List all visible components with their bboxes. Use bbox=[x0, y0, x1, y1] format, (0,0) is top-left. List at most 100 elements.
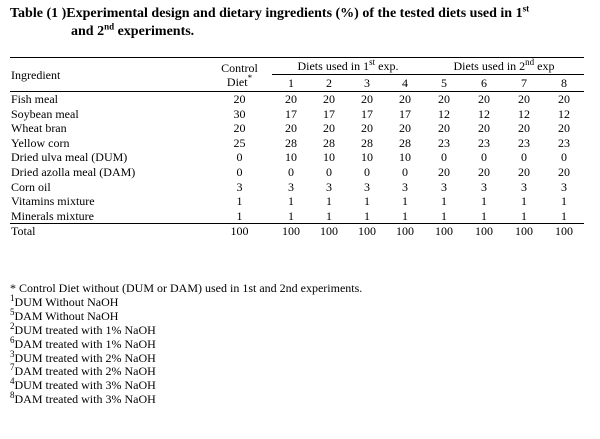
ingredient-value: 3 bbox=[326, 179, 332, 194]
ingredient-value: 100 bbox=[272, 223, 310, 239]
table-row: Fish meal 20 20 20 20 20 20 20 20 20 bbox=[10, 90, 584, 107]
ingredient-value: 0 bbox=[236, 164, 243, 179]
diet-number-header: 2 bbox=[326, 76, 332, 90]
ingredient-value: 20 bbox=[361, 121, 373, 136]
ingredient-value: 100 bbox=[386, 223, 424, 239]
table-row: Dried ulva meal (DUM) 0 10 10 10 10 0 0 0 0 bbox=[10, 150, 584, 165]
group-2-header-sup: nd bbox=[525, 57, 535, 67]
footnote-marker: 6 bbox=[10, 334, 15, 345]
ingredient-value: 20 bbox=[544, 90, 584, 107]
ingredient-value: 3 bbox=[288, 179, 294, 194]
ingredient-value: 3 bbox=[364, 179, 370, 194]
ingredient-value: 1 bbox=[481, 194, 487, 209]
ingredient-value: 20 bbox=[518, 164, 530, 179]
ingredient-value: 1 bbox=[402, 208, 408, 223]
ingredient-value: 1 bbox=[561, 208, 567, 223]
ingredient-value: 1 bbox=[441, 208, 447, 223]
diet-number-header: 6 bbox=[481, 76, 487, 90]
ingredient-value: 20 bbox=[504, 90, 544, 107]
table-row: Wheat bran 20 20 20 20 20 20 20 20 20 bbox=[10, 121, 584, 136]
ingredient-value: 3 bbox=[481, 179, 487, 194]
ingredient-value: 20 bbox=[285, 121, 297, 136]
footnote: * Control Diet without (DUM or DAM) used… bbox=[10, 281, 363, 296]
ingredient-value: 3 bbox=[521, 179, 527, 194]
ingredient-name: Dried azolla meal (DAM) bbox=[11, 164, 136, 179]
group-2-header-text: Diets used in 2 bbox=[453, 59, 526, 73]
footnote-marker: 3 bbox=[10, 348, 15, 359]
diet-number-header: 1 bbox=[288, 76, 294, 90]
ingredient-value: 20 bbox=[518, 121, 530, 136]
ingredient-value: 1 bbox=[236, 194, 243, 209]
ingredient-value: 1 bbox=[364, 194, 370, 209]
diet-number-header: 7 bbox=[521, 76, 527, 90]
ingredient-value: 10 bbox=[361, 150, 373, 165]
table-row: Corn oil 3 3 3 3 3 3 3 3 3 bbox=[10, 180, 584, 195]
footnote: 1DUM Without NaOH bbox=[10, 293, 362, 310]
ingredient-value: 20 bbox=[438, 164, 450, 179]
title-line-1-text: Table (1 )Experimental design and dietar… bbox=[10, 6, 523, 21]
ingredient-value: 28 bbox=[285, 135, 297, 150]
ingredient-name: Vitamins mixture bbox=[11, 194, 95, 209]
table-row: Total 100 100 100 100 100 100 100 100 100 bbox=[10, 223, 584, 239]
ingredient-name: Minerals mixture bbox=[11, 208, 94, 223]
diet-number-header: 8 bbox=[561, 76, 567, 90]
footnote-marker: 2 bbox=[10, 320, 15, 331]
ingredient-value: 20 bbox=[310, 90, 348, 107]
ingredient-value: 3 bbox=[561, 179, 567, 194]
ingredient-value: 0 bbox=[441, 150, 447, 165]
ingredient-value: 1 bbox=[288, 194, 294, 209]
ingredient-value: 3 bbox=[402, 179, 408, 194]
control-diet-header-sup: * bbox=[247, 72, 253, 83]
ingredient-value: 100 bbox=[424, 223, 464, 239]
footnote: 3DUM treated with 2% NaOH bbox=[10, 348, 362, 366]
ingredient-value: 1 bbox=[326, 194, 332, 209]
ingredient-value: 25 bbox=[233, 135, 246, 150]
control-diet-header-line1: Control bbox=[221, 60, 258, 75]
title-line-2-suffix: experiments. bbox=[114, 24, 195, 39]
ingredient-value: 12 bbox=[558, 106, 570, 121]
ingredient-value: 100 bbox=[504, 223, 544, 239]
footnote-text: DAM treated with 3% NaOH bbox=[14, 392, 156, 407]
ingredient-value: 0 bbox=[481, 150, 487, 165]
footnote-marker: 8 bbox=[10, 390, 15, 401]
ingredient-value: 12 bbox=[438, 106, 450, 121]
ingredient-value: 1 bbox=[521, 208, 527, 223]
ingredient-value: 20 bbox=[207, 90, 272, 107]
ingredient-value: 1 bbox=[481, 208, 487, 223]
ingredient-value: 0 bbox=[402, 164, 408, 179]
ingredient-name: Corn oil bbox=[11, 179, 51, 194]
ingredient-header: Ingredient bbox=[10, 57, 207, 92]
ingredient-value: 100 bbox=[544, 223, 584, 239]
group-1-header-sup: st bbox=[369, 57, 376, 67]
table-title: Table (1 )Experimental design and dietar… bbox=[10, 4, 596, 41]
footnote-text: DUM treated with 2% NaOH bbox=[14, 350, 156, 365]
footnote: 4DUM treated with 3% NaOH bbox=[10, 376, 362, 393]
ingredient-value: 12 bbox=[518, 106, 530, 121]
table-row: Yellow corn 25 28 28 28 28 23 23 23 23 bbox=[10, 136, 584, 151]
footnote: 7DAM treated with 2% NaOH bbox=[10, 363, 362, 379]
footnote-text: DUM treated with 1% NaOH bbox=[14, 322, 156, 337]
footnote-marker: 4 bbox=[10, 376, 15, 387]
footnote: 2DUM treated with 1% NaOH bbox=[10, 320, 362, 338]
group-2-header: Diets used in 2nd exp bbox=[424, 57, 584, 75]
ingredient-value: 20 bbox=[386, 90, 424, 107]
ingredient-value: 20 bbox=[478, 121, 490, 136]
ingredient-value: 28 bbox=[399, 135, 411, 150]
ingredient-value: 1 bbox=[236, 208, 243, 223]
ingredient-value: 10 bbox=[323, 150, 335, 165]
footnote-text: DAM Without NaOH bbox=[14, 308, 119, 323]
footnote-text: * Control Diet without (DUM or DAM) used… bbox=[10, 281, 363, 295]
ingredient-name: Dried ulva meal (DUM) bbox=[11, 150, 128, 165]
footnote-marker: 5 bbox=[10, 306, 15, 317]
footnote-text: DUM treated with 3% NaOH bbox=[14, 378, 156, 393]
ingredient-value: 0 bbox=[561, 150, 567, 165]
control-diet-header: Control Diet* bbox=[207, 57, 272, 92]
table-row: Vitamins mixture 1 1 1 1 1 1 1 1 1 bbox=[10, 194, 584, 209]
footnotes: * Control Diet without (DUM or DAM) used… bbox=[10, 281, 363, 407]
ingredient-value: 20 bbox=[478, 164, 490, 179]
ingredient-value: 20 bbox=[558, 121, 570, 136]
ingredient-value: 0 bbox=[288, 164, 294, 179]
ingredient-value: 0 bbox=[521, 150, 527, 165]
footnote: 8DAM treated with 3% NaOH bbox=[10, 390, 362, 407]
ingredient-value: 1 bbox=[402, 194, 408, 209]
